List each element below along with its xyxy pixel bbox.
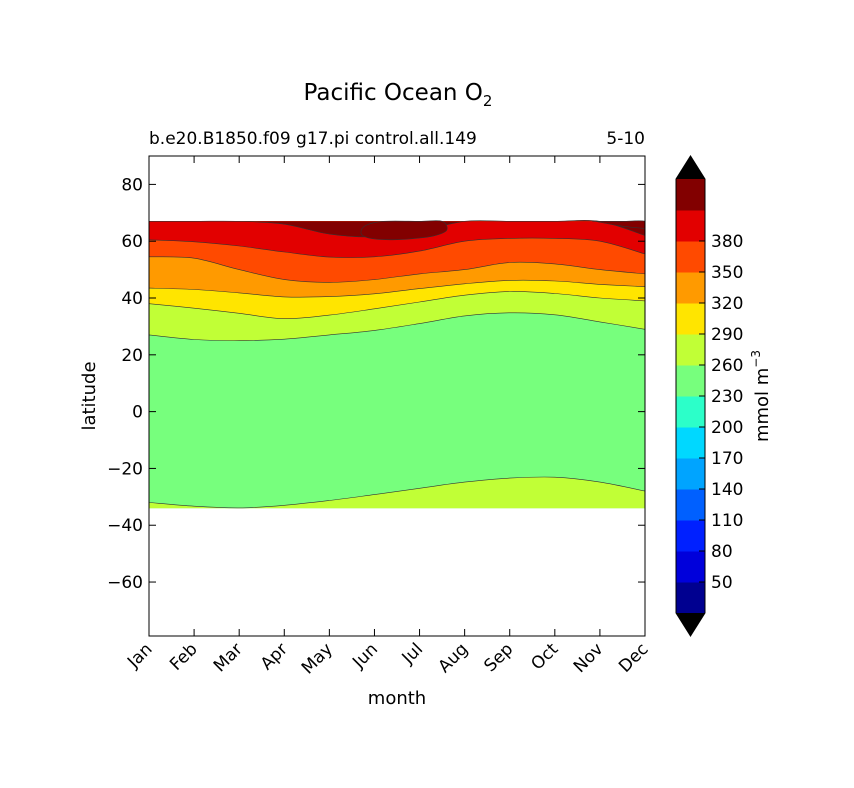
contour-line-260 xyxy=(149,291,645,320)
contour-line-350 xyxy=(149,237,645,258)
y-axis-label: latitude xyxy=(79,361,100,430)
x-tick-label: Jun xyxy=(348,639,382,673)
x-tick-label: Dec xyxy=(615,639,652,676)
x-tick-label: Nov xyxy=(570,639,608,677)
x-tick-label: Apr xyxy=(257,639,292,674)
contour-fills xyxy=(149,219,645,509)
colorbar: 50 80 110 140 170 200 230 260 290 320 350 380 xyxy=(675,155,743,637)
colorbar-segment xyxy=(676,179,705,211)
colorbar-tick-label: 350 xyxy=(711,263,743,283)
contour-line-320 xyxy=(149,256,645,283)
y-tick-label: −20 xyxy=(107,459,143,479)
x-tick-label: Mar xyxy=(210,639,247,676)
chart-subtitle-left: b.e20.B1850.f09 g17.pi control.all.149 xyxy=(149,129,477,149)
colorbar-segment xyxy=(676,272,705,304)
colorbar-segment xyxy=(676,396,705,428)
colorbar-tick-label: 140 xyxy=(711,480,743,500)
colorbar-segment xyxy=(676,582,705,614)
x-tick-label: Jul xyxy=(398,639,427,668)
x-tick-label: Aug xyxy=(435,639,473,677)
colorbar-segment xyxy=(676,210,705,242)
colorbar-segment xyxy=(676,427,705,459)
colorbar-extend-max xyxy=(676,156,705,179)
y-tick-label: −60 xyxy=(107,573,143,593)
x-tick-label: Jan xyxy=(123,639,156,672)
colorbar-segment xyxy=(676,303,705,335)
chart-subtitle-right: 5-10 xyxy=(606,129,645,149)
contour-line-290 xyxy=(149,279,645,298)
colorbar-tick-label: 110 xyxy=(711,511,743,531)
colorbar-outline xyxy=(675,155,706,637)
y-tick-label: 80 xyxy=(121,175,143,195)
y-axis: 80 60 40 20 0 −20 −40 −60 xyxy=(107,175,645,593)
colorbar-segment xyxy=(676,241,705,273)
contour-line-230-south xyxy=(149,476,645,509)
colorbar-tick-label: 290 xyxy=(711,325,743,345)
colorbar-tick-label: 80 xyxy=(711,542,733,562)
colorbar-extend-min xyxy=(676,613,705,636)
colorbar-tick-label: 50 xyxy=(711,573,733,593)
y-tick-label: 0 xyxy=(132,403,143,423)
colorbar-segment xyxy=(676,551,705,583)
colorbar-tick-label: 170 xyxy=(711,449,743,469)
colorbar-tick-label: 320 xyxy=(711,294,743,314)
colorbar-tick-label: 200 xyxy=(711,418,743,438)
chart-title: Pacific Ocean O2 xyxy=(304,80,493,110)
y-tick-label: 20 xyxy=(121,346,143,366)
x-tick-label: Oct xyxy=(527,639,562,674)
colorbar-tick-label: 380 xyxy=(711,232,743,252)
colorbar-segment xyxy=(676,520,705,552)
x-tick-label: Sep xyxy=(480,639,517,676)
y-tick-label: 40 xyxy=(121,289,143,309)
x-axis-label: month xyxy=(368,688,426,709)
contour-410-patch-Nov-Dec xyxy=(591,220,645,230)
y-tick-label: −40 xyxy=(107,516,143,536)
colorbar-segment xyxy=(676,365,705,397)
colorbar-segment xyxy=(676,458,705,490)
colorbar-segment xyxy=(676,489,705,521)
y-tick-label: 60 xyxy=(121,232,143,252)
colorbar-tick-label: 260 xyxy=(711,356,743,376)
contour-band-230-south xyxy=(149,476,645,509)
x-tick-label: May xyxy=(298,639,337,678)
contour-line-230-north xyxy=(149,312,645,341)
plot-frame xyxy=(148,155,646,637)
colorbar-tick-label: 230 xyxy=(711,387,743,407)
x-tick-label: Feb xyxy=(166,639,201,674)
contour-410-patch-May-Jun xyxy=(360,220,448,241)
colorbar-segment xyxy=(676,334,705,366)
colorbar-label: mmol m−3 xyxy=(749,350,773,442)
